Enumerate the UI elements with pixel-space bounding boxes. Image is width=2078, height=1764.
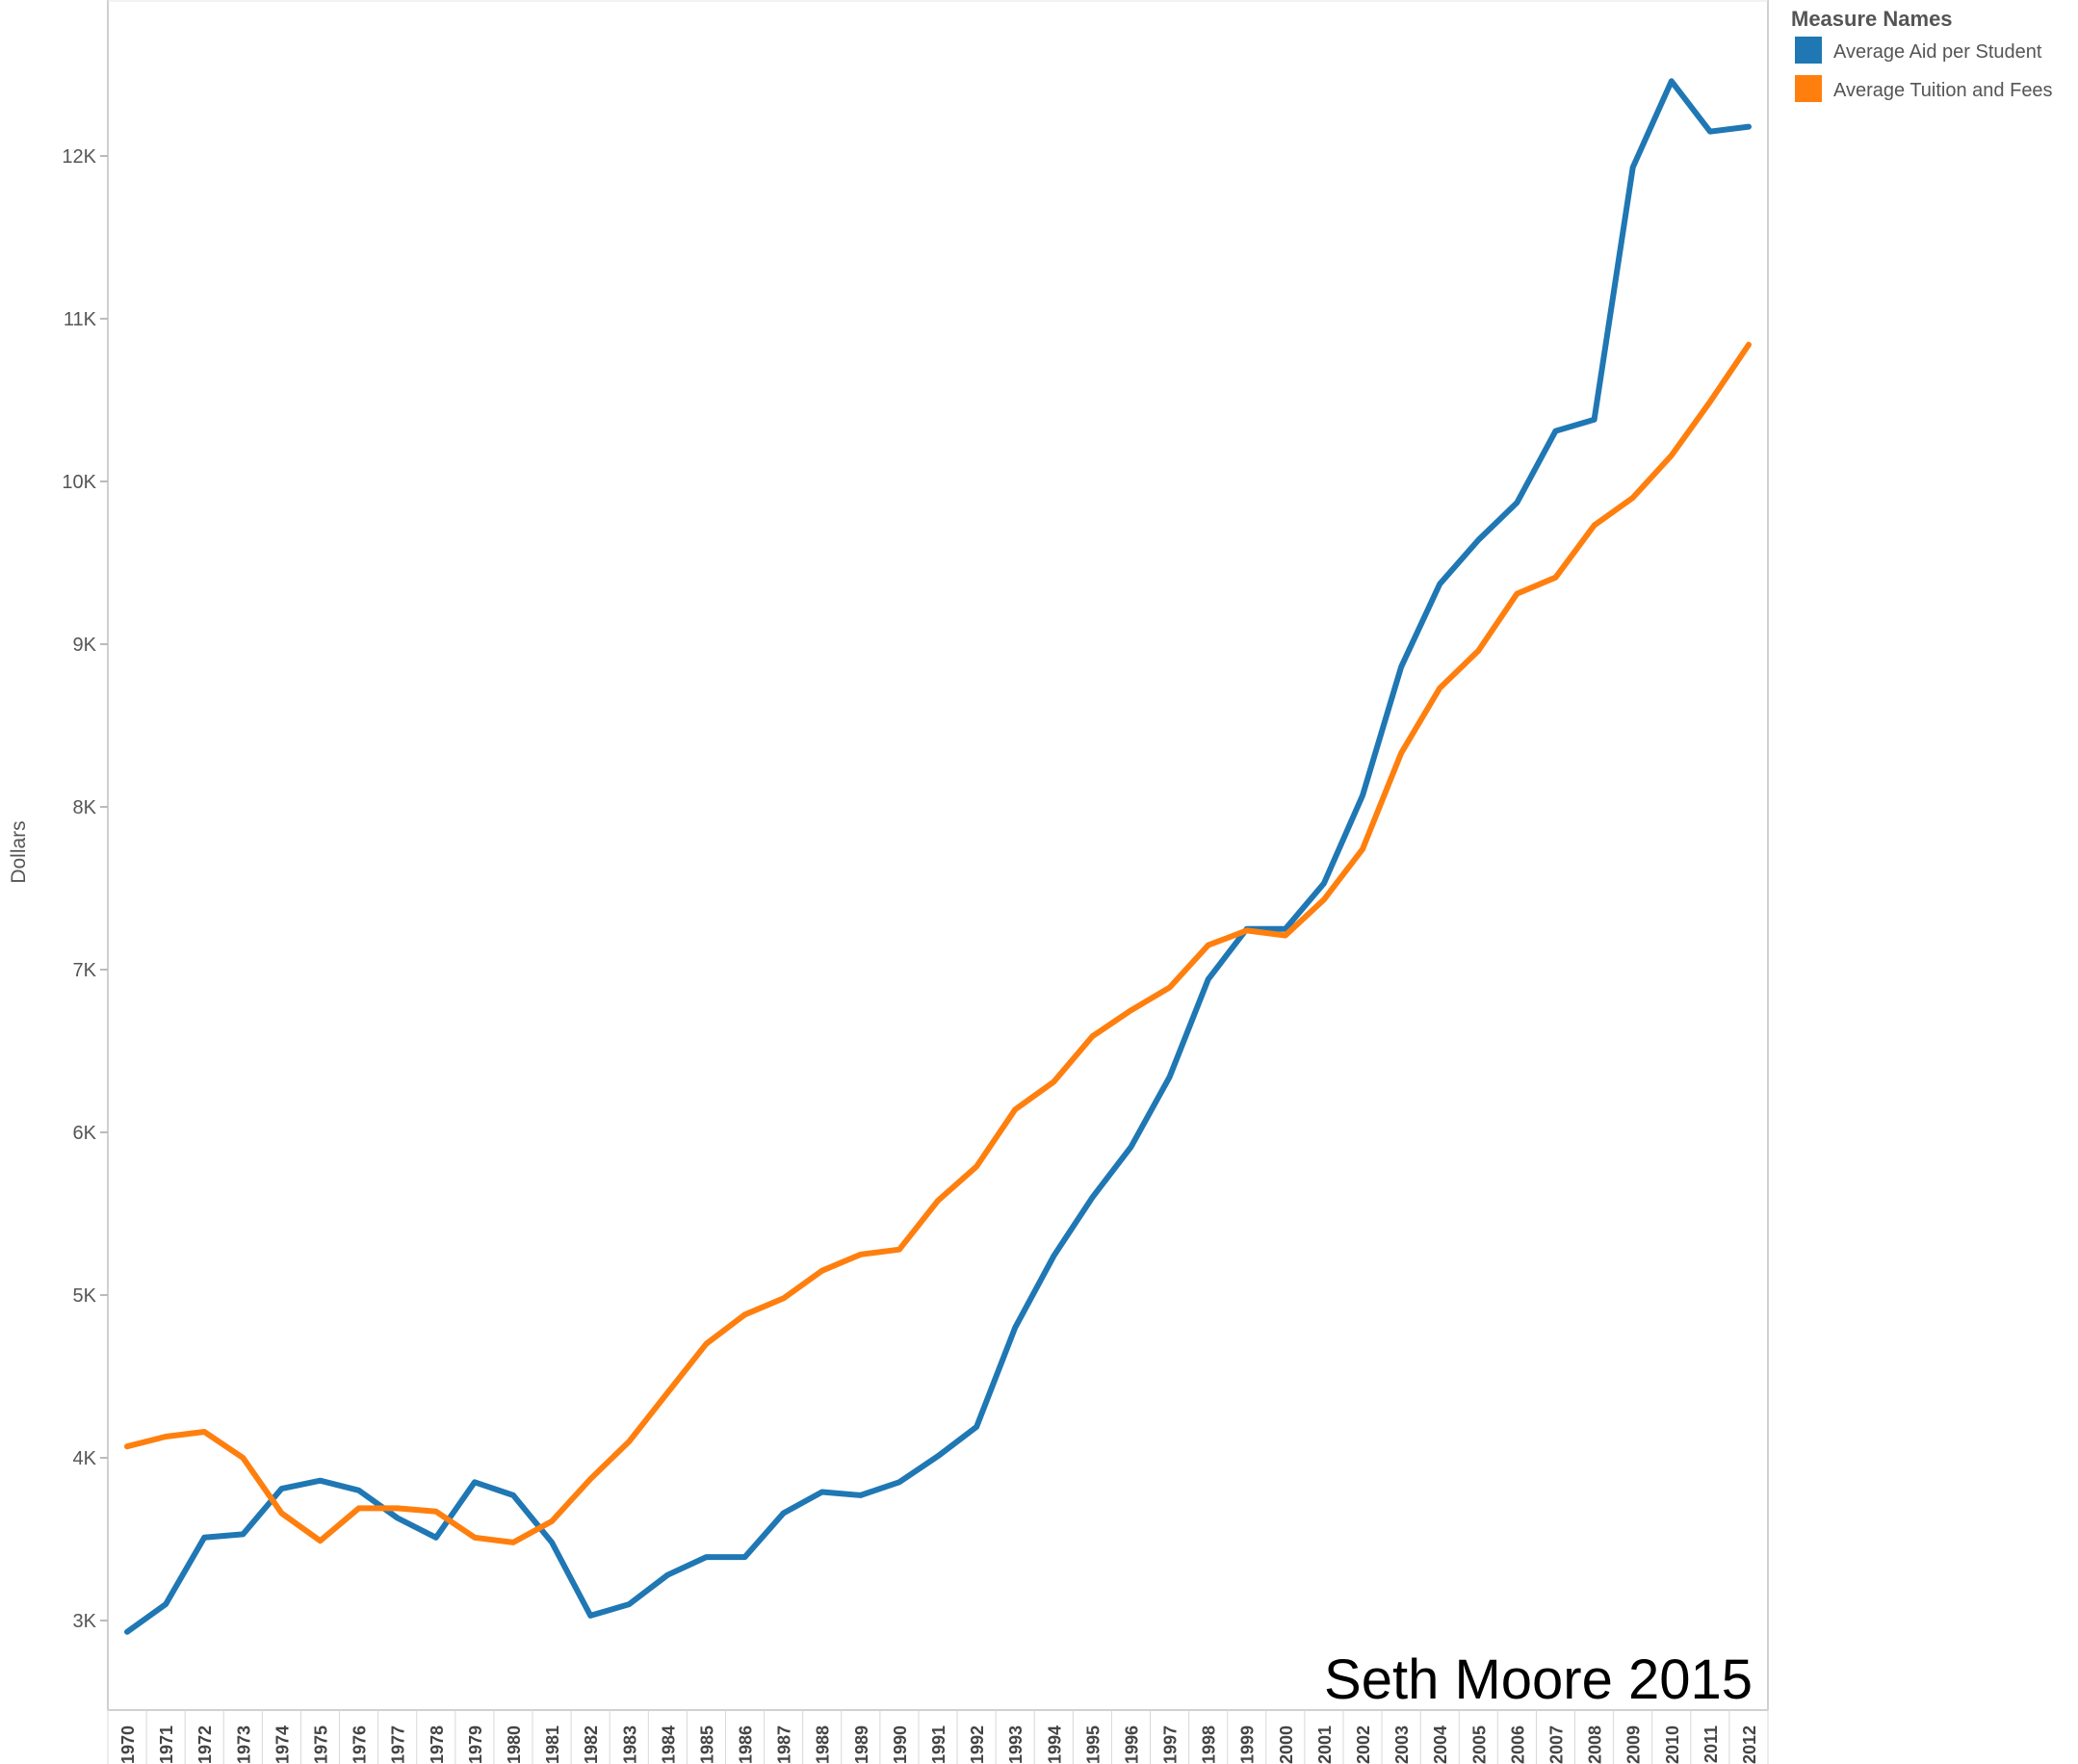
x-tick-label: 2010 [1663, 1725, 1682, 1764]
y-axis-title: Dollars [8, 820, 30, 883]
x-tick-label: 1984 [659, 1725, 678, 1764]
legend[interactable]: Measure Names Average Aid per StudentAve… [1791, 7, 2053, 102]
x-tick-label: 1991 [929, 1725, 948, 1764]
series-line-average-aid-per-student[interactable] [124, 78, 1752, 1635]
y-tick-label: 11K [64, 309, 97, 330]
y-tick-label: 6K [73, 1123, 97, 1144]
x-tick-label: 1985 [697, 1725, 716, 1764]
x-tick-label: 1983 [620, 1725, 639, 1764]
plot-frame [107, 0, 1769, 1711]
x-tick-label: 2008 [1586, 1725, 1605, 1764]
y-tick-label: 9K [73, 635, 97, 656]
x-tick-label: 2002 [1354, 1725, 1373, 1764]
x-tick-label: 2003 [1392, 1725, 1412, 1764]
x-tick-label: 2007 [1546, 1725, 1566, 1764]
legend-swatch [1795, 37, 1822, 64]
legend-label: Average Tuition and Fees [1833, 80, 2053, 101]
y-tick-label: 8K [73, 797, 97, 818]
x-tick-label: 2012 [1740, 1725, 1759, 1764]
x-tick-label: 1990 [891, 1725, 910, 1764]
x-tick-label: 1979 [466, 1725, 485, 1764]
y-axis: 3K 4K 5K 6K 7K 8K 9K 10K 11K 12K [62, 146, 108, 1632]
legend-swatch [1795, 75, 1822, 102]
y-tick-label: 12K [62, 146, 96, 168]
x-tick-label: 1971 [157, 1725, 176, 1764]
x-tick-label: 1976 [351, 1725, 370, 1764]
x-tick-label: 2004 [1431, 1725, 1450, 1764]
x-tick-label: 2001 [1315, 1725, 1335, 1764]
x-tick-label: 1986 [737, 1725, 756, 1764]
x-axis: 1970 1971 1972 1973 1974 1975 1976 1977 1978 1979… [107, 1710, 1769, 1764]
y-tick-label: 7K [73, 960, 97, 981]
x-tick-label: 1982 [582, 1725, 601, 1764]
y-tick-label: 3K [73, 1611, 97, 1632]
legend-items: Average Aid per Student Average Tuition a… [1795, 37, 2053, 102]
x-tick-label: 1998 [1200, 1725, 1219, 1764]
x-tick-label: 1972 [195, 1725, 215, 1764]
x-tick-label: 1992 [968, 1725, 987, 1764]
x-tick-label: 2000 [1277, 1725, 1296, 1764]
x-tick-label: 2006 [1508, 1725, 1527, 1764]
legend-item[interactable]: Average Aid per Student [1795, 37, 2042, 64]
x-tick-label: 2011 [1701, 1725, 1721, 1763]
x-tick-label: 1987 [775, 1725, 794, 1764]
x-tick-label: 1993 [1006, 1725, 1026, 1764]
x-tick-label: 1978 [428, 1725, 447, 1764]
x-tick-label: 1970 [118, 1725, 138, 1764]
x-tick-label: 2009 [1624, 1725, 1644, 1764]
x-tick-label: 1988 [814, 1725, 833, 1764]
x-tick-label: 1975 [312, 1725, 331, 1764]
x-tick-label: 1973 [234, 1725, 253, 1764]
author-watermark: Seth Moore 2015 [1324, 1648, 1753, 1711]
legend-label: Average Aid per Student [1833, 41, 2042, 63]
x-tick-label: 1995 [1083, 1725, 1103, 1764]
x-tick-label: 1974 [273, 1725, 292, 1764]
x-tick-label: 1996 [1122, 1725, 1141, 1764]
x-tick-label: 1981 [543, 1725, 562, 1764]
x-tick-label: 1999 [1238, 1725, 1258, 1764]
x-tick-label: 1994 [1045, 1725, 1064, 1764]
x-tick-label: 1997 [1161, 1725, 1181, 1764]
x-tick-label: 2005 [1469, 1725, 1489, 1764]
series-line-average-tuition-and-fees[interactable] [124, 342, 1752, 1545]
legend-item[interactable]: Average Tuition and Fees [1795, 75, 2053, 102]
y-tick-label: 5K [73, 1285, 97, 1307]
series-layer [124, 78, 1752, 1635]
x-tick-label: 1989 [852, 1725, 871, 1764]
x-tick-label: 1977 [389, 1725, 408, 1764]
legend-title: Measure Names [1791, 7, 1953, 31]
x-tick-label: 1980 [505, 1725, 524, 1764]
y-tick-label: 10K [62, 472, 96, 493]
y-tick-label: 4K [73, 1448, 97, 1469]
